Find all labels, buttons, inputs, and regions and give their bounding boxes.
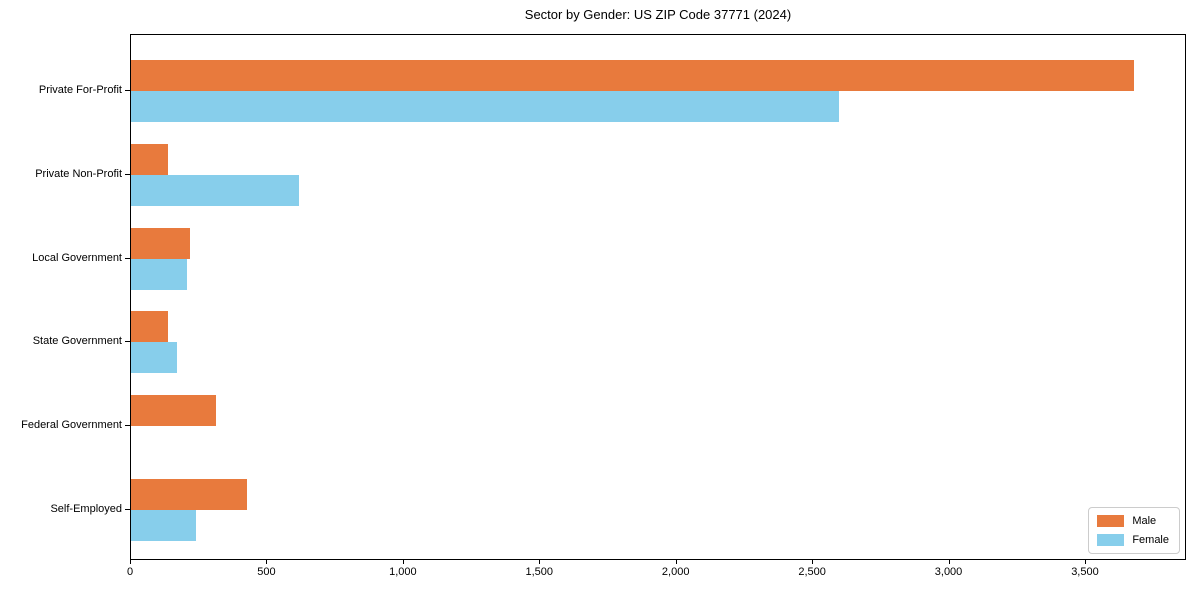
y-tick-mark	[125, 173, 130, 175]
bar-female-private-for-profit	[131, 91, 840, 122]
x-tick-mark	[948, 560, 950, 564]
y-tick-label-federal-government: Federal Government	[21, 419, 122, 432]
bar-male-private-for-profit	[131, 60, 1134, 91]
bar-male-state-government	[131, 311, 168, 343]
bar-male-federal-government	[131, 395, 216, 427]
x-tick-label-7: 3,500	[1071, 566, 1099, 578]
y-tick-label-state-government: State Government	[32, 335, 122, 348]
x-tick-mark	[402, 560, 404, 564]
legend: Male Female	[1088, 507, 1180, 554]
x-tick-label-1: 500	[257, 566, 276, 578]
y-tick-mark	[125, 509, 130, 510]
x-tick-mark	[266, 560, 268, 564]
plot-area: Male Female	[130, 34, 1186, 560]
y-tick-label-self-employed: Self-Employed	[50, 503, 122, 515]
chart-title: Sector by Gender: US ZIP Code 37771 (202…	[524, 7, 792, 22]
y-tick-label-private-for-profit: Private For-Profit	[38, 84, 122, 96]
bar-female-self-employed	[131, 510, 197, 541]
legend-label-female: Female	[1132, 534, 1169, 546]
x-tick-label-3: 1,500	[525, 566, 554, 578]
y-tick-label-local-government: Local Government	[32, 251, 122, 264]
y-tick-mark	[125, 425, 130, 427]
bar-female-local-government	[131, 258, 187, 290]
legend-item-female: Female	[1097, 534, 1169, 546]
bar-female-private-non-profit	[131, 174, 299, 206]
y-tick-mark	[125, 341, 130, 343]
bar-male-local-government	[131, 227, 190, 259]
legend-item-male: Male	[1097, 515, 1169, 527]
x-tick-label-5: 2,500	[798, 566, 826, 578]
legend-swatch-female	[1097, 534, 1125, 546]
y-tick-label-private-non-profit: Private Non-Profit	[35, 167, 122, 180]
x-tick-mark	[130, 560, 131, 564]
bar-male-self-employed	[131, 479, 247, 510]
x-tick-mark	[675, 560, 677, 564]
x-tick-mark	[539, 560, 541, 564]
legend-label-male: Male	[1132, 515, 1157, 527]
bar-female-state-government	[131, 342, 178, 374]
bar-male-private-non-profit	[131, 143, 168, 175]
x-tick-label-0: 0	[126, 566, 134, 578]
y-tick-mark	[125, 90, 130, 91]
x-tick-label-2: 1,000	[389, 566, 417, 578]
legend-swatch-male	[1097, 515, 1125, 527]
y-tick-mark	[125, 257, 130, 259]
x-tick-mark	[812, 560, 814, 564]
x-tick-label-4: 2,000	[661, 566, 690, 578]
x-tick-label-6: 3,000	[934, 566, 963, 578]
x-tick-mark	[1084, 560, 1086, 564]
